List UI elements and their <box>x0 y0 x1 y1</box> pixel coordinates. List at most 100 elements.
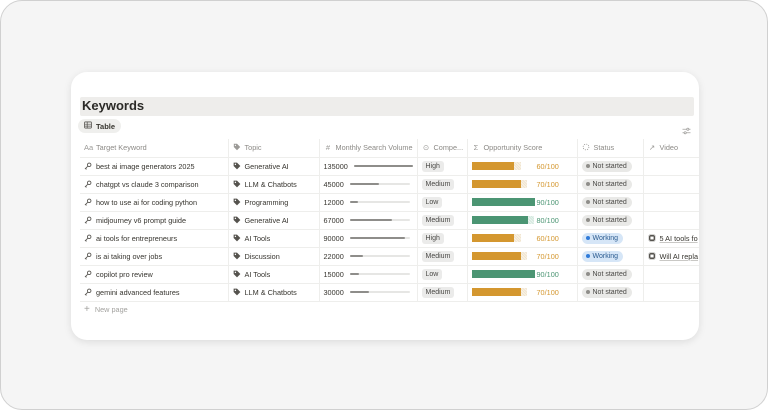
score-bar <box>471 270 535 278</box>
cell-keyword[interactable]: gemini advanced features <box>80 283 228 302</box>
key-icon <box>84 252 92 260</box>
cell-keyword[interactable]: copilot pro review <box>80 265 228 284</box>
table-header-row: Aa Target Keyword Topic # Monthly Search V… <box>80 139 699 158</box>
keyword-text: ai tools for entrepreneurs <box>96 233 178 243</box>
cell-keyword[interactable]: how to use ai for coding python <box>80 193 228 212</box>
key-icon <box>84 198 92 206</box>
cell-topic[interactable]: Generative AI <box>227 211 319 230</box>
cell-keyword[interactable]: chatgpt vs claude 3 comparison <box>80 175 228 194</box>
cell-competition[interactable]: Medium <box>416 247 467 266</box>
text-icon: Aa <box>84 143 94 153</box>
cell-volume[interactable]: 15000 <box>318 265 417 284</box>
table-row[interactable]: midjourney v6 prompt guide Generative AI 6… <box>80 211 699 230</box>
cell-status[interactable]: Not started <box>576 193 643 212</box>
sliders-icon[interactable] <box>682 122 691 135</box>
cell-keyword[interactable]: midjourney v6 prompt guide <box>80 211 228 230</box>
cell-competition[interactable]: Medium <box>416 175 467 194</box>
column-header-opportunity-score[interactable]: Σ Opportunity Score <box>466 139 577 158</box>
cell-video[interactable] <box>642 175 699 194</box>
cell-volume[interactable]: 22000 <box>318 247 417 266</box>
column-header-video[interactable]: ↗ Video <box>642 139 699 158</box>
cell-video[interactable] <box>642 283 699 302</box>
cell-video[interactable] <box>642 193 699 212</box>
table-row[interactable]: chatgpt vs claude 3 comparison LLM & Chat… <box>80 175 699 194</box>
arrow-up-right-icon: ↗ <box>648 143 656 153</box>
cell-competition[interactable]: High <box>416 229 467 248</box>
tag-icon <box>233 162 241 170</box>
cell-volume[interactable]: 30000 <box>318 283 417 302</box>
cell-topic[interactable]: Programming <box>227 193 319 212</box>
cell-status[interactable]: Not started <box>576 211 643 230</box>
key-icon <box>84 270 92 278</box>
cell-competition[interactable]: Medium <box>416 283 467 302</box>
cell-volume[interactable]: 67000 <box>318 211 417 230</box>
cell-topic[interactable]: AI Tools <box>227 229 319 248</box>
cell-topic[interactable]: Discussion <box>227 247 319 266</box>
column-header-status[interactable]: Status <box>576 139 643 158</box>
cell-competition[interactable]: High <box>416 157 467 176</box>
keyword-text: chatgpt vs claude 3 comparison <box>96 179 199 189</box>
cell-status[interactable]: Not started <box>576 175 643 194</box>
cell-competition[interactable]: Low <box>416 193 467 212</box>
cell-topic[interactable]: LLM & Chatbots <box>227 283 319 302</box>
table-row[interactable]: ai tools for entrepreneurs AI Tools 90000 H… <box>80 229 700 248</box>
topic-text: LLM & Chatbots <box>244 179 297 189</box>
cell-opportunity-score: 80/100 <box>466 211 577 230</box>
volume-value: 22000 <box>323 251 344 261</box>
table-row[interactable]: gemini advanced features LLM & Chatbots 30… <box>80 283 699 302</box>
cell-status[interactable]: Not started <box>576 265 643 284</box>
cell-opportunity-score: 60/100 <box>466 157 577 176</box>
column-header-target-keyword[interactable]: Aa Target Keyword <box>80 139 228 158</box>
column-header-monthly-search-volume[interactable]: # Monthly Search Volume <box>318 139 417 158</box>
score-value: 60/100 <box>536 233 559 243</box>
cell-keyword[interactable]: ai tools for entrepreneurs <box>80 229 228 248</box>
key-icon <box>84 180 92 188</box>
cell-status[interactable]: Working <box>576 247 643 266</box>
column-header-competition[interactable]: ⊙ Compe... <box>416 139 467 158</box>
table-row[interactable]: is ai taking over jobs Discussion 22000 Med… <box>80 247 700 266</box>
cell-topic[interactable]: AI Tools <box>227 265 319 284</box>
cell-video[interactable]: Will AI repla <box>642 247 700 266</box>
film-icon <box>648 252 656 260</box>
tag-icon <box>233 143 242 152</box>
video-link[interactable]: 5 AI tools fo <box>648 234 700 243</box>
cell-volume[interactable]: 135000 <box>318 157 417 176</box>
cell-volume[interactable]: 45000 <box>318 175 417 194</box>
cell-competition[interactable]: Medium <box>416 211 467 230</box>
tag-icon <box>233 216 241 224</box>
cell-video[interactable] <box>642 211 699 230</box>
view-tab-table[interactable]: Table <box>78 119 122 133</box>
score-bar <box>471 162 534 170</box>
tag-icon <box>233 234 241 242</box>
topic-text: AI Tools <box>244 233 271 243</box>
cell-keyword[interactable]: best ai image generators 2025 <box>80 157 228 176</box>
table-row[interactable]: how to use ai for coding python Programmi… <box>80 193 699 212</box>
cell-status[interactable]: Working <box>576 229 643 248</box>
table-row[interactable]: copilot pro review AI Tools 15000 Low 90/100… <box>80 265 699 284</box>
competition-tag: Medium <box>421 250 455 262</box>
cell-video[interactable] <box>642 265 699 284</box>
column-header-topic[interactable]: Topic <box>227 139 319 158</box>
cell-keyword[interactable]: is ai taking over jobs <box>80 247 228 266</box>
topic-text: Programming <box>244 197 289 207</box>
cell-status[interactable]: Not started <box>576 283 643 302</box>
key-icon <box>84 216 92 224</box>
cell-video[interactable]: 5 AI tools fo <box>642 229 700 248</box>
cell-volume[interactable]: 12000 <box>318 193 417 212</box>
video-link[interactable]: Will AI repla <box>648 252 700 261</box>
volume-value: 45000 <box>323 179 344 189</box>
cell-video[interactable] <box>642 157 699 176</box>
topic-text: Generative AI <box>244 161 289 171</box>
cell-status[interactable]: Not started <box>576 157 643 176</box>
volume-bar <box>353 165 413 167</box>
cell-topic[interactable]: LLM & Chatbots <box>227 175 319 194</box>
table-row[interactable]: best ai image generators 2025 Generative … <box>80 157 699 176</box>
cell-volume[interactable]: 90000 <box>318 229 417 248</box>
cell-competition[interactable]: Low <box>416 265 467 284</box>
cell-topic[interactable]: Generative AI <box>227 157 319 176</box>
cell-opportunity-score: 90/100 <box>466 193 577 212</box>
new-page-button[interactable]: + New page <box>84 304 128 314</box>
keyword-text: gemini advanced features <box>96 287 180 297</box>
page-title[interactable]: Keywords <box>82 98 145 113</box>
